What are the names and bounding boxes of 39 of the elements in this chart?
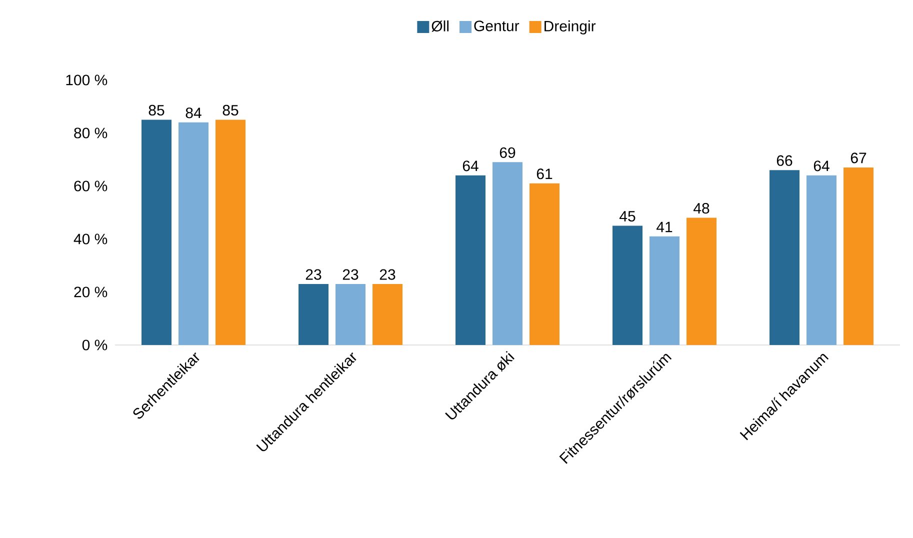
y-tick-label: 20 %	[74, 286, 108, 298]
data-label: 64	[462, 160, 478, 172]
data-label: 23	[306, 269, 322, 280]
bar	[142, 120, 172, 345]
data-label: 84	[186, 108, 202, 118]
data-label: 64	[814, 160, 830, 172]
y-tick-label: 40 %	[74, 234, 108, 244]
data-label: 61	[536, 168, 552, 180]
data-label: 66	[776, 155, 792, 166]
data-label: 23	[342, 269, 358, 280]
legend-label: Øll	[432, 20, 448, 32]
bar	[298, 284, 329, 345]
bar	[530, 183, 560, 345]
y-tick-label: 60 %	[74, 180, 108, 192]
y-tick-label: 0 %	[82, 340, 108, 350]
data-label: 69	[500, 147, 516, 158]
data-label: 67	[850, 152, 866, 164]
bar	[492, 162, 523, 345]
bar	[612, 226, 643, 345]
y-tick-label: 100 %	[66, 74, 108, 86]
legend-label: Dreingir	[544, 20, 596, 34]
data-label: 45	[620, 211, 636, 222]
data-label: 41	[656, 222, 672, 232]
y-tick-label: 80 %	[74, 128, 108, 138]
bar	[650, 236, 680, 345]
bar	[336, 284, 366, 345]
legend-label: Gentur	[474, 20, 520, 32]
bar	[456, 175, 486, 345]
bar	[178, 122, 208, 345]
bar	[216, 120, 246, 345]
bar	[806, 175, 837, 345]
data-label: 85	[222, 104, 238, 116]
data-label: 48	[694, 202, 710, 214]
bar	[372, 284, 403, 345]
data-label: 85	[148, 104, 164, 116]
bar	[686, 218, 717, 345]
bar	[770, 170, 800, 345]
data-label: 23	[380, 269, 396, 280]
bar	[844, 167, 874, 345]
